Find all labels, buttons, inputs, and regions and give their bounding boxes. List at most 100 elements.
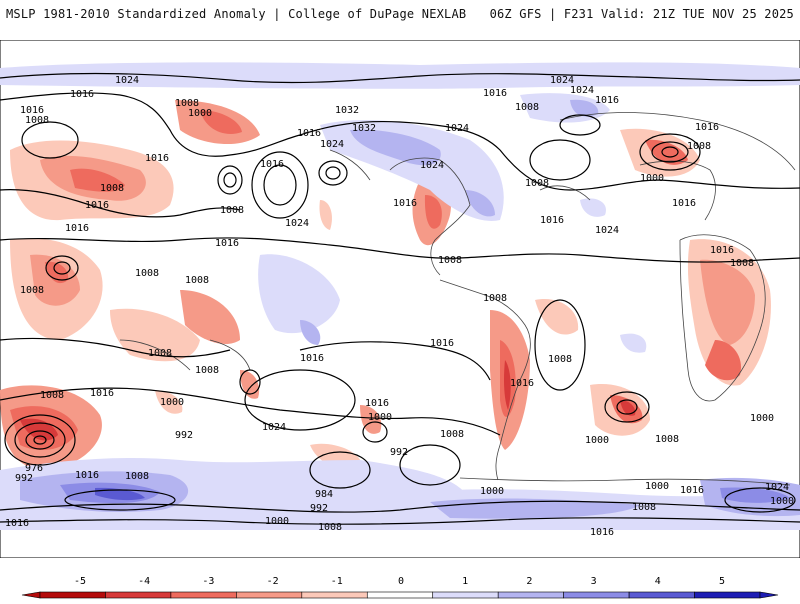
isobars: [0, 72, 800, 525]
isobar-label: 1016: [540, 215, 564, 226]
isobar-label: 1008: [515, 102, 539, 113]
isobar-label: 1008: [687, 141, 711, 152]
isobar-label: 1008: [483, 293, 507, 304]
isobar-label: 1024: [570, 85, 594, 96]
isobar-label: 1008: [25, 115, 49, 126]
isobar-label: 1016: [297, 128, 321, 139]
isobar-label: 1008: [438, 255, 462, 266]
isobar-label: 992: [15, 473, 33, 484]
isobar-label: 1024: [595, 225, 619, 236]
isobar-label: 1008: [175, 98, 199, 109]
isobar-label: 1008: [135, 268, 159, 279]
colorbar-segments: [21, 591, 779, 599]
isobar-label: 1008: [220, 205, 244, 216]
isobar-label: 1016: [260, 159, 284, 170]
colorbar-tick-label: 1: [462, 576, 469, 587]
isobar-label: 1016: [680, 485, 704, 496]
isobar-label: 1016: [510, 378, 534, 389]
isobar-label: 1008: [20, 285, 44, 296]
colorbar-segment: [236, 591, 303, 599]
isobar-label: 1024: [420, 160, 444, 171]
isobar-label: 1016: [90, 388, 114, 399]
negative-anomaly-shading: [0, 100, 771, 470]
isobar-label: 1000: [160, 397, 184, 408]
isobar-label: 1008: [148, 348, 172, 359]
isobar-label: 1032: [352, 123, 376, 134]
isobar-label: 1024: [115, 75, 139, 86]
isobar-label: 1008: [440, 429, 464, 440]
isobar-label: 1008: [730, 258, 754, 269]
colorbar-tick-label: 4: [654, 576, 661, 587]
isobar-label: 1000: [645, 481, 669, 492]
isobar-label: 976: [25, 463, 43, 474]
isobar-label: 1000: [640, 173, 664, 184]
colorbar-tick-label: -3: [202, 576, 215, 587]
colorbar-segment: [432, 591, 499, 599]
isobar-label: 1008: [655, 434, 679, 445]
isobar-label: 1008: [525, 178, 549, 189]
colorbar-tick-label: -1: [330, 576, 343, 587]
model-run-info: 06Z GFS | F231 Valid: 21Z TUE NOV 25 202…: [489, 7, 794, 21]
isobar-label: 1016: [70, 89, 94, 100]
isobar-label: 1000: [188, 108, 212, 119]
isobar-label: 1032: [335, 105, 359, 116]
isobar-label: 1024: [550, 75, 574, 86]
isobar-label: 992: [175, 430, 193, 441]
isobar-label: 1024: [765, 482, 789, 493]
colorbar-segment: [563, 591, 630, 599]
isobar-label: 1008: [632, 502, 656, 513]
colorbar-segment: [301, 591, 368, 599]
isobar-label: 1016: [393, 198, 417, 209]
isobar-label: 1024: [320, 139, 344, 150]
colorbar-arrow-high: [759, 591, 779, 599]
isobar-labels: 1024 1016 1016 1008 1032 1008 1000 1016 …: [5, 75, 794, 538]
isobar-label: 992: [390, 447, 408, 458]
isobar-label: 1016: [65, 223, 89, 234]
isobar-label: 1016: [590, 527, 614, 538]
isobar-label: 1016: [20, 105, 44, 116]
isobar-label: 1000: [750, 413, 774, 424]
isobar-label: 1024: [285, 218, 309, 229]
colorbar-segment: [105, 591, 172, 599]
isobar-label: 1008: [185, 275, 209, 286]
isobar-label: 1016: [483, 88, 507, 99]
colorbar-segment: [628, 591, 695, 599]
isobar-label: 1016: [710, 245, 734, 256]
colorbar-tick-label: -5: [73, 576, 87, 587]
isobar-label: 1008: [195, 365, 219, 376]
isobar-label: 1024: [445, 123, 469, 134]
isobar-label: 1008: [40, 390, 64, 401]
colorbar-arrow-low: [21, 591, 41, 599]
isobar-label: 1016: [595, 95, 619, 106]
isobar-label: 1016: [672, 198, 696, 209]
isobar-label: 1008: [100, 183, 124, 194]
colorbar-segment: [39, 591, 106, 599]
anomaly-colorbar: [0, 570, 800, 600]
colorbar-tick-label: 3: [590, 576, 597, 587]
isobar-label: 1016: [145, 153, 169, 164]
isobar-label: 1000: [480, 486, 504, 497]
isobar-label: 1016: [5, 518, 29, 529]
isobar-label: 1008: [548, 354, 572, 365]
isobar-label: 1000: [770, 496, 794, 507]
isobar-label: 1016: [85, 200, 109, 211]
isobar-label: 1000: [265, 516, 289, 527]
anomaly-map: 1024 1016 1016 1008 1032 1008 1000 1016 …: [0, 40, 800, 558]
colorbar-tick-label: -4: [138, 576, 151, 587]
colorbar-tick-label: 2: [526, 576, 533, 587]
map-title: MSLP 1981-2010 Standardized Anomaly | Co…: [6, 7, 467, 21]
colorbar-segment: [497, 591, 564, 599]
isobar-label: 1016: [430, 338, 454, 349]
isobar-label: 1016: [215, 238, 239, 249]
isobar-label: 1008: [318, 522, 342, 533]
isobar-label: 1016: [365, 398, 389, 409]
isobar-label: 1024: [262, 422, 286, 433]
isobar-label: 1008: [125, 471, 149, 482]
isobar-label: 1000: [368, 412, 392, 423]
colorbar-segment: [170, 591, 237, 599]
header-bar: MSLP 1981-2010 Standardized Anomaly | Co…: [0, 0, 800, 30]
colorbar-tick-label: 0: [397, 576, 405, 587]
isobar-label: 1000: [585, 435, 609, 446]
isobar-label: 992: [310, 503, 328, 514]
isobar-label: 1016: [75, 470, 99, 481]
